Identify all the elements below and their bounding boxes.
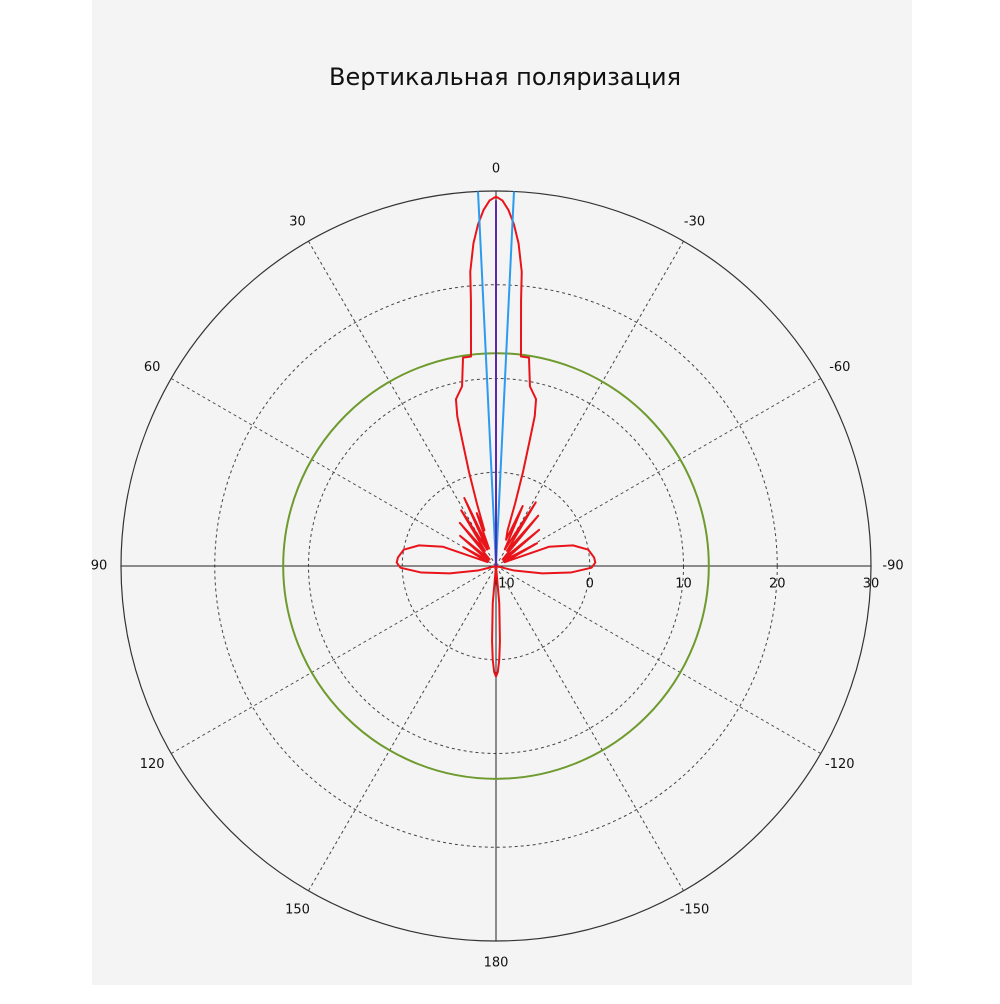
spoke xyxy=(170,565,497,754)
spoke xyxy=(495,240,684,567)
theta-tick-label: -60 xyxy=(829,360,850,375)
theta-tick-label: -120 xyxy=(825,757,855,772)
theta-tick-label: 30 xyxy=(289,215,306,230)
theta-tick-label: -30 xyxy=(684,215,705,230)
theta-tick-label: 60 xyxy=(144,360,161,375)
r-tick-label: 20 xyxy=(769,577,786,592)
theta-tick-label: 150 xyxy=(285,902,310,917)
spoke xyxy=(495,565,684,892)
theta-tick-label: 90 xyxy=(91,559,108,574)
series-line xyxy=(477,191,497,567)
spoke xyxy=(495,378,822,567)
spoke xyxy=(308,240,497,567)
series-line xyxy=(395,195,597,677)
spoke xyxy=(170,378,497,567)
spoke xyxy=(308,565,497,892)
theta-tick-label: 180 xyxy=(484,956,509,971)
series-line xyxy=(495,191,515,567)
spoke xyxy=(495,565,822,754)
panel xyxy=(92,0,912,985)
r-tick-label: 10 xyxy=(675,577,692,592)
r-tick-label: 0 xyxy=(586,577,594,592)
r-tick-label: 30 xyxy=(863,577,880,592)
chart-title: Вертикальная поляризация xyxy=(329,63,681,91)
theta-tick-label: -150 xyxy=(680,902,710,917)
theta-tick-label: -90 xyxy=(882,559,903,574)
theta-tick-label: 120 xyxy=(140,757,165,772)
theta-tick-label: 0 xyxy=(492,162,500,177)
